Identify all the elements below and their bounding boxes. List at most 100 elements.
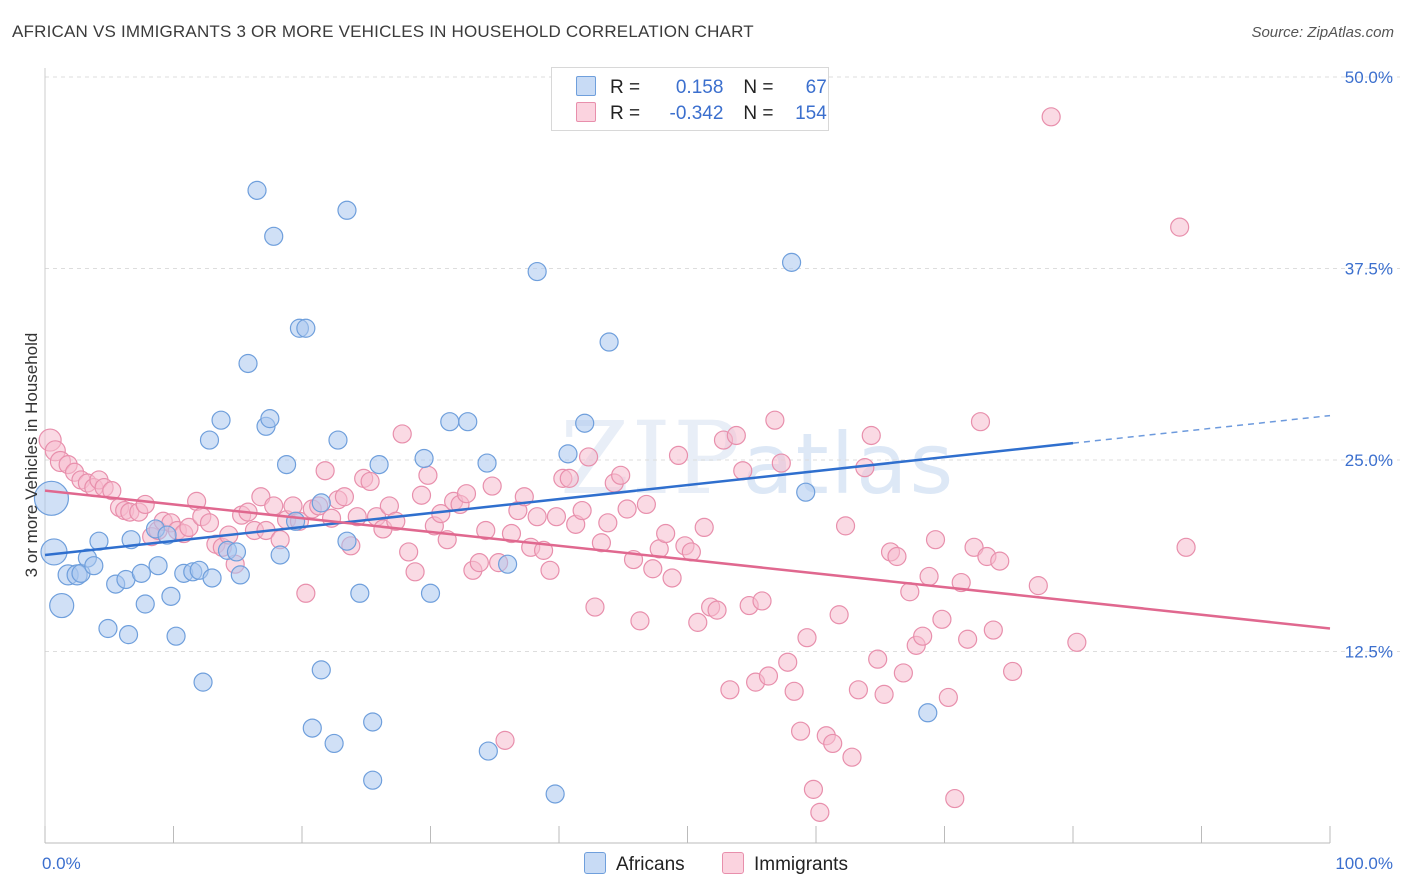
trend-lines (44, 414, 1331, 630)
immigrants-point (707, 600, 727, 620)
immigrants-point (1041, 107, 1061, 127)
immigrants-point (1003, 661, 1023, 682)
immigrants-point (784, 681, 804, 701)
africans-point (161, 586, 181, 606)
immigrants-point (970, 412, 991, 432)
africans-swatch (576, 76, 596, 96)
immigrants-point (482, 476, 502, 496)
immigrants-point (720, 680, 740, 700)
immigrants-point (925, 530, 946, 550)
immigrants-point (771, 453, 791, 473)
africans-point (260, 409, 280, 429)
immigrants-point (668, 445, 689, 466)
immigrants-swatch (576, 102, 596, 122)
immigrants-point (938, 687, 958, 708)
immigrants-point (102, 481, 122, 501)
africans-point (33, 480, 70, 516)
immigrants-point (392, 424, 412, 444)
y-tick-label: 25.0% (1345, 451, 1393, 470)
africans-point (498, 554, 518, 574)
immigrants-point (495, 730, 515, 750)
africans-swatch (584, 852, 606, 874)
immigrants-point (264, 496, 284, 516)
africans-point (166, 626, 186, 646)
source-label: Source: ZipAtlas.com (1251, 24, 1394, 41)
africans-point (296, 318, 316, 338)
bottom-legend-immigrants[interactable]: Immigrants (722, 852, 848, 876)
africans-points (33, 180, 938, 804)
immigrants-point (958, 629, 978, 649)
africans-point (98, 618, 118, 639)
africans-point (157, 525, 177, 545)
legend-n-value: 154 (795, 103, 827, 124)
africans-point (311, 493, 331, 513)
immigrants-point (598, 513, 618, 533)
legend-n-value: 67 (805, 77, 827, 98)
immigrants-point (861, 425, 881, 446)
immigrants-point (842, 747, 862, 767)
africans-trend-line (44, 441, 1074, 557)
immigrants-point (578, 447, 599, 467)
africans-point (328, 430, 348, 450)
axes (44, 68, 1331, 844)
y-tick-label: 12.5% (1345, 643, 1393, 662)
immigrants-point (546, 507, 567, 527)
legend-r-value: -0.342 (669, 103, 724, 124)
immigrants-point (893, 663, 913, 683)
africans-point (527, 261, 547, 282)
immigrants-point (559, 468, 579, 488)
immigrants-point (868, 649, 888, 669)
immigrants-point (726, 425, 746, 446)
immigrants-trend-line (44, 489, 1331, 630)
immigrants-point (758, 666, 779, 686)
immigrants-point (983, 620, 1003, 640)
immigrants-point (733, 461, 753, 481)
immigrants-point (945, 788, 965, 809)
immigrants-point (694, 517, 714, 538)
immigrants-point (501, 523, 522, 544)
immigrants-point (411, 485, 432, 505)
africans-point (238, 353, 258, 374)
immigrants-point (572, 500, 592, 521)
immigrants-point (900, 582, 920, 602)
immigrants-point (990, 551, 1010, 571)
africans-point (118, 625, 139, 645)
africans-point (148, 556, 168, 576)
x-tick-label: 0.0% (42, 854, 81, 873)
immigrants-point (334, 487, 355, 507)
immigrants-point (829, 605, 849, 625)
africans-point (781, 252, 802, 272)
africans-point (420, 583, 441, 603)
immigrants-point (585, 597, 605, 617)
immigrants-point (199, 513, 220, 533)
immigrants-point (932, 609, 952, 629)
immigrants-point (656, 523, 676, 544)
africans-point (369, 454, 389, 475)
immigrants-point (765, 410, 785, 430)
immigrants-point (360, 471, 380, 492)
immigrants-point (951, 572, 971, 593)
y-tick-label: 50.0% (1345, 68, 1393, 87)
immigrants-point (617, 499, 637, 519)
bottom-legend-africans[interactable]: Africans (584, 852, 685, 876)
africans-point (311, 660, 331, 680)
africans-point (478, 741, 498, 761)
immigrants-point (469, 553, 489, 573)
immigrants-point (527, 507, 547, 527)
immigrants-point (823, 733, 843, 754)
immigrants-point (591, 533, 612, 553)
immigrants-point (913, 626, 933, 646)
immigrants-point (296, 583, 316, 603)
africans-point (193, 672, 213, 692)
immigrants-point (778, 652, 798, 672)
immigrants-point (643, 559, 663, 579)
immigrants-point (1028, 576, 1048, 596)
legend-n-label: N = (743, 103, 774, 124)
africans-point (270, 545, 290, 565)
immigrants-point (533, 540, 554, 560)
immigrants-swatch (722, 852, 744, 874)
correlation-legend: R = 0.158 N = 67 R = -0.342 N = 154 (551, 67, 829, 131)
immigrants-point (636, 494, 656, 515)
africans-point (131, 563, 151, 583)
